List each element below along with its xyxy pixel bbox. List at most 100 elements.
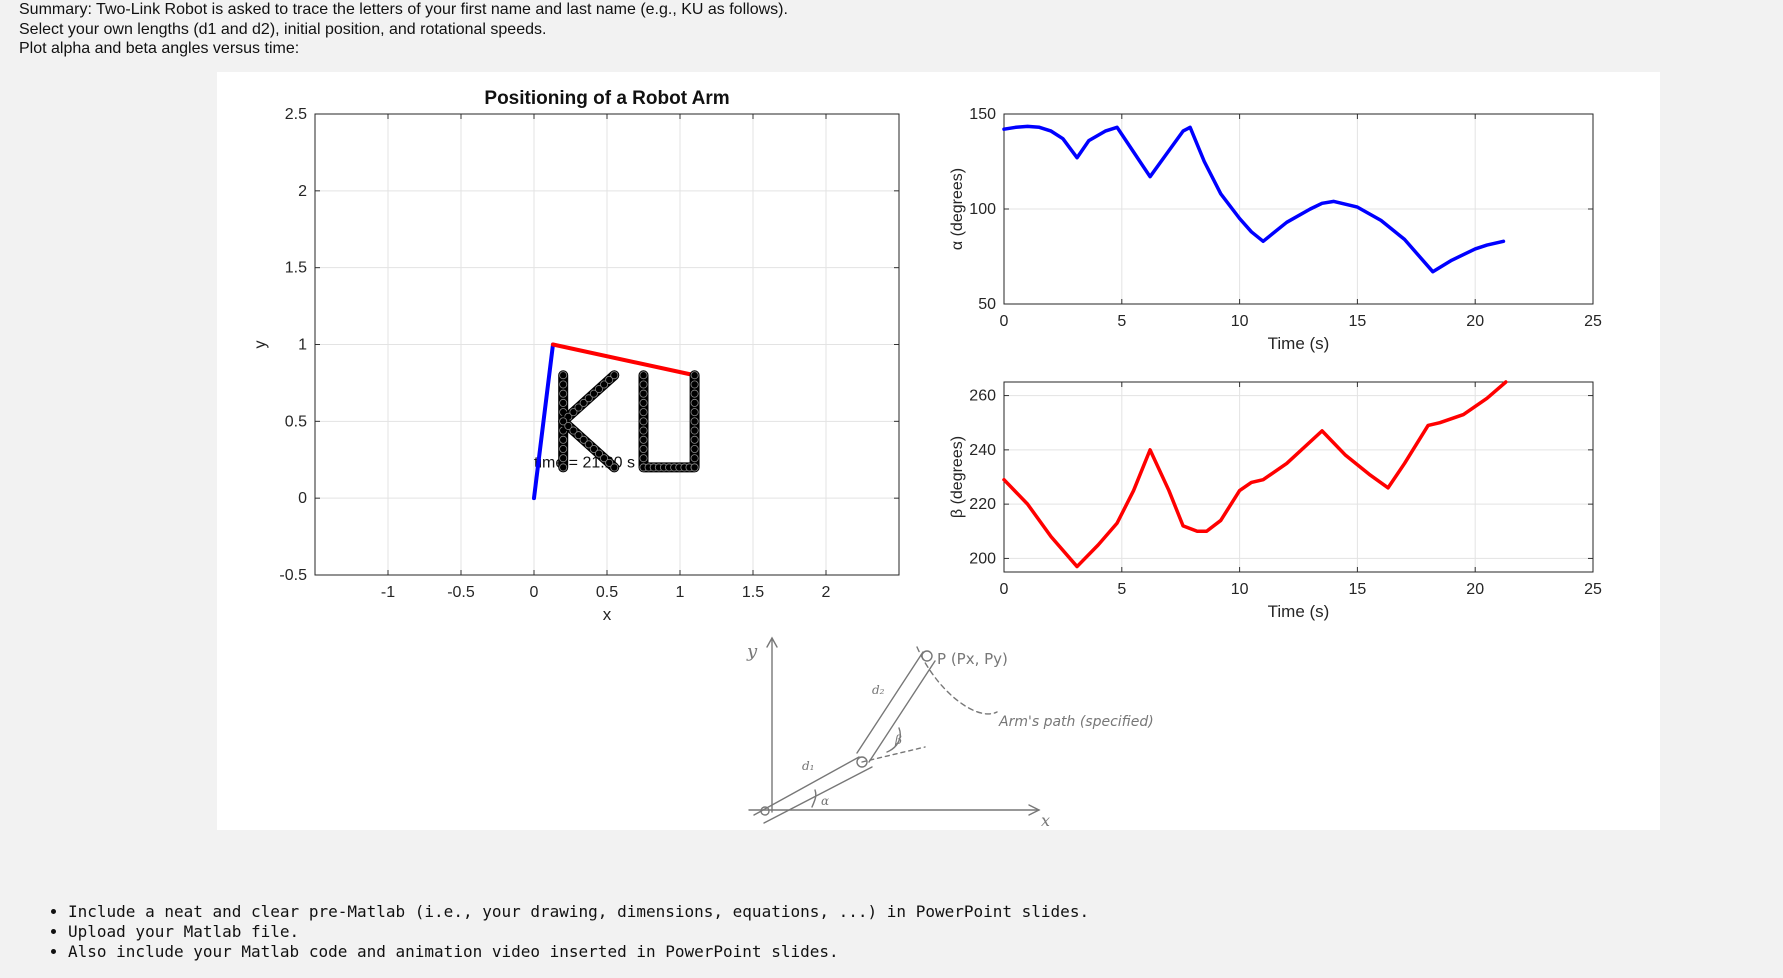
trace-point — [559, 435, 568, 444]
y-tick-label: -0.5 — [279, 567, 307, 584]
trace-point — [690, 463, 699, 472]
plot-area — [1004, 382, 1593, 572]
matlab-figure: -1 -0.5 0 0.5 1 1.5 2 -0.5 0 0.5 1 1.5 2 2.5 Positioni… — [217, 72, 1660, 830]
trace-point — [690, 389, 699, 398]
link1-line — [532, 342, 555, 501]
x-axis-label: x — [603, 605, 612, 624]
sketch-d1-label: d₁ — [802, 759, 815, 773]
trace-point — [569, 408, 578, 417]
sketch-beta-arc — [886, 727, 901, 753]
figure-canvas: -1 -0.5 0 0.5 1 1.5 2 -0.5 0 0.5 1 1.5 2 2.5 Positioni… — [252, 88, 1602, 830]
y-tick-label: 0.5 — [285, 413, 307, 430]
trace-point — [559, 463, 568, 472]
trace-point — [574, 431, 583, 440]
trace-point — [594, 385, 603, 394]
trace-point — [639, 435, 648, 444]
y-tick-label: 2 — [298, 183, 307, 200]
time-annotation: time = 21.20 s — [534, 454, 635, 471]
x-axis-label: Time (s) — [1268, 334, 1330, 353]
chart-title: Positioning of a Robot Arm — [484, 88, 729, 109]
y-tick-label: 260 — [969, 388, 996, 405]
trace-point — [639, 444, 648, 453]
sketch-path-label: Arm's path (specified) — [998, 714, 1154, 730]
x-tick-label: 15 — [1349, 313, 1367, 330]
trace-point — [559, 371, 568, 380]
y-axis-label: y — [252, 341, 269, 349]
plot-frame — [1003, 381, 1594, 573]
trace-point — [594, 449, 603, 458]
beta-axes: 0 5 10 15 20 25 200 220 240 260 Time (s) β (degrees… — [949, 380, 1602, 621]
y-tick-label: 1.5 — [285, 260, 307, 277]
trace-point — [559, 398, 568, 407]
sketch-link2-edge-a — [856, 651, 924, 754]
trace-point — [579, 398, 588, 407]
plot-frame — [1003, 113, 1594, 305]
y-tick-label: 200 — [969, 550, 996, 567]
x-tick-label: 0 — [1000, 313, 1009, 330]
trace-point — [589, 444, 598, 453]
x-tick-label: 10 — [1231, 581, 1249, 598]
trace-point — [639, 417, 648, 426]
x-axis-label: Time (s) — [1268, 602, 1330, 621]
trace-point — [690, 435, 699, 444]
robot-arm-axes: -1 -0.5 0 0.5 1 1.5 2 -0.5 0 0.5 1 1.5 2 2.5 Positioni… — [252, 88, 900, 624]
y-tick-label: 150 — [969, 106, 996, 123]
alpha-series-line — [1002, 124, 1506, 274]
sketch-x-label: x — [1041, 811, 1050, 830]
y-tick-label: 240 — [969, 442, 996, 459]
trace-point — [559, 389, 568, 398]
trace-point — [569, 426, 578, 435]
trace-point — [605, 458, 614, 467]
trace-point — [690, 417, 699, 426]
trace-point — [639, 371, 648, 380]
alpha-axes: 0 5 10 15 20 25 50 100 150 Time (s) α (degrees) — [949, 106, 1602, 353]
link2-line — [550, 342, 697, 378]
sketch-point-label: P (Px, Py) — [937, 650, 1008, 668]
y-tick-label: 220 — [969, 496, 996, 513]
trace-point — [639, 389, 648, 398]
y-tick-label: 2.5 — [285, 106, 307, 123]
trace-point — [600, 380, 609, 389]
sketch-elbow-joint — [856, 756, 868, 768]
sketch-link2-edge-b — [868, 660, 936, 763]
requirements-list: Include a neat and clear pre-Matlab (i.e… — [44, 902, 1089, 962]
trace-point — [600, 454, 609, 463]
trace-point — [690, 398, 699, 407]
summary-line: Summary: Two-Link Robot is asked to trac… — [19, 1, 788, 18]
requirement-item: Also include your Matlab code and animat… — [68, 942, 1089, 962]
x-tick-label: 20 — [1466, 581, 1484, 598]
sketch-x-arrow — [1028, 804, 1041, 816]
hand-sketch-diagram: y x d₁ d₂ α β P (Px, Py) Arm's path (spe… — [746, 636, 1154, 830]
trace-point — [559, 380, 568, 389]
trace-point — [584, 440, 593, 449]
trace-point — [579, 435, 588, 444]
lengths-instruction-line: Select your own lengths (d1 and d2), ini… — [19, 20, 547, 38]
y-axis-label: β (degrees) — [949, 436, 966, 518]
sketch-path-pointer — [916, 646, 998, 715]
trace-point — [559, 444, 568, 453]
x-tick-label: 0 — [530, 584, 539, 601]
beta-series-line — [1002, 380, 1508, 569]
x-tick-label: 5 — [1117, 313, 1126, 330]
trace-point — [639, 408, 648, 417]
x-tick-label: 0.5 — [596, 584, 618, 601]
sketch-beta-label: β — [894, 733, 902, 747]
sketch-alpha-arc — [811, 789, 817, 808]
plot-frame — [314, 113, 900, 576]
trace-point — [584, 394, 593, 403]
trace-point — [605, 375, 614, 384]
trace-point — [690, 454, 699, 463]
y-axis-label: α (degrees) — [949, 168, 966, 250]
plot-instruction-line: Plot alpha and beta angles versus time: — [19, 40, 300, 57]
x-tick-label: 25 — [1584, 313, 1602, 330]
intro-text: Summary: Two-Link Robot is asked to trac… — [19, 0, 788, 59]
sketch-base-joint — [760, 806, 770, 816]
trace-point — [639, 426, 648, 435]
sketch-link1-edge-a — [753, 756, 860, 816]
x-tick-label: 5 — [1117, 581, 1126, 598]
sketch-y-arrow — [766, 636, 778, 648]
trace-point — [639, 380, 648, 389]
x-tick-label: -1 — [381, 584, 395, 601]
trace-point — [690, 371, 699, 380]
trace-point — [610, 371, 619, 380]
